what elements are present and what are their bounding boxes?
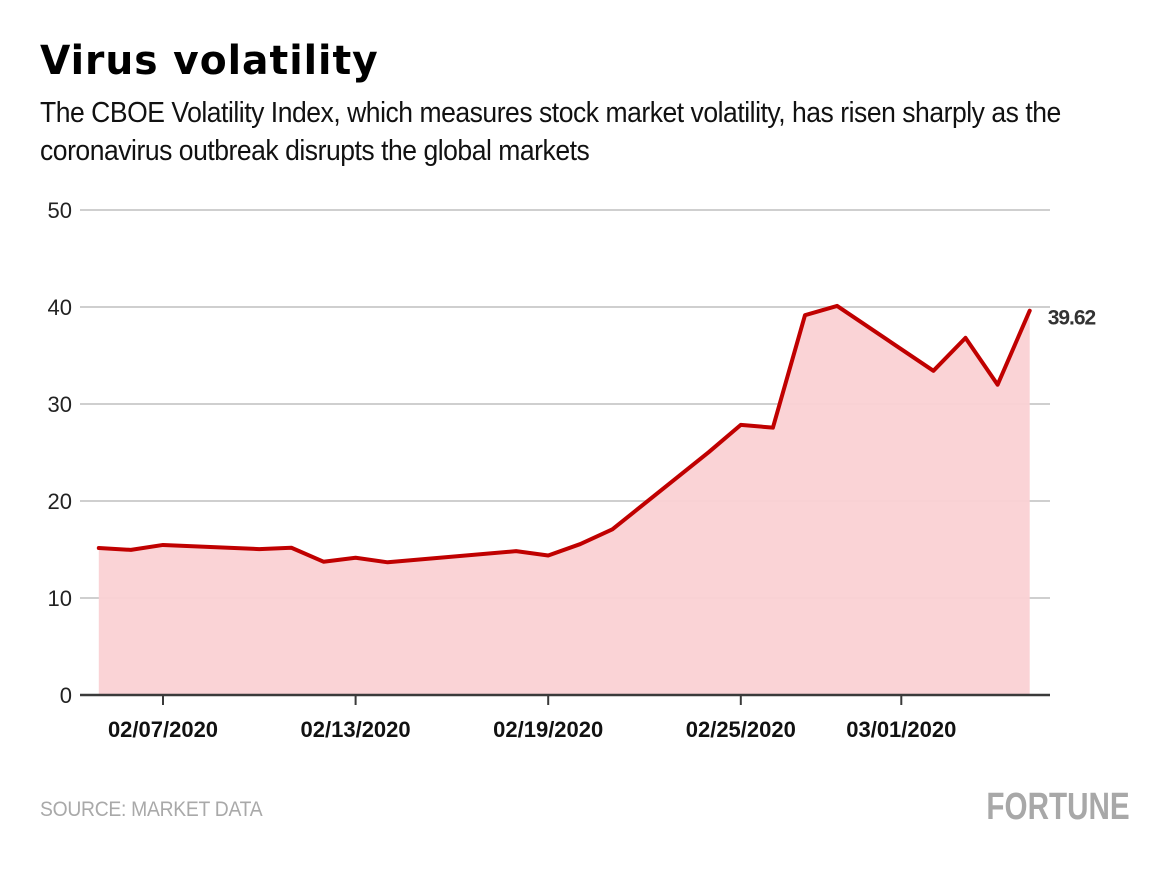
x-tick-label: 02/13/2020	[301, 717, 411, 742]
x-tick-label: 02/19/2020	[493, 717, 603, 742]
data-point	[578, 542, 582, 546]
data-point	[771, 426, 775, 430]
x-tick-label: 02/25/2020	[686, 717, 796, 742]
series-line	[96, 303, 1032, 565]
data-point	[289, 546, 293, 550]
data-point	[610, 527, 614, 531]
y-tick-label: 30	[48, 392, 72, 417]
y-tick-label: 40	[48, 295, 72, 320]
data-point	[322, 560, 326, 564]
x-tick-label: 02/07/2020	[108, 717, 218, 742]
data-point	[739, 423, 743, 427]
data-point	[129, 548, 133, 552]
data-point	[996, 383, 1000, 387]
data-point	[1028, 309, 1032, 313]
data-point	[707, 450, 711, 454]
data-point	[257, 547, 261, 551]
chart-subtitle: The CBOE Volatility Index, which measure…	[40, 97, 1061, 167]
y-tick-label: 50	[48, 198, 72, 223]
data-point	[514, 549, 518, 553]
data-point	[931, 369, 935, 373]
y-tick-labels: 0 10 20 30 40 50	[48, 198, 72, 708]
x-tick-label: 03/01/2020	[846, 717, 956, 742]
chart-title: Virus volatility	[40, 38, 379, 84]
data-point	[803, 313, 807, 317]
data-point	[161, 543, 165, 547]
data-point	[354, 556, 358, 560]
data-point	[386, 560, 390, 564]
data-point	[97, 546, 101, 550]
y-tick-label: 20	[48, 489, 72, 514]
area-fill	[98, 305, 1030, 695]
brand-logo: FORTUNE	[986, 786, 1130, 828]
data-point	[835, 304, 839, 308]
source-note: SOURCE: MARKET DATA	[40, 798, 263, 821]
data-point	[546, 554, 550, 558]
y-tick-label: 10	[48, 586, 72, 611]
x-tick-labels: 02/07/2020 02/13/2020 02/19/2020 02/25/2020…	[108, 717, 956, 742]
y-tick-label: 0	[60, 683, 72, 708]
x-ticks	[162, 695, 903, 705]
end-value-label: 39.62	[1048, 307, 1096, 330]
data-point	[964, 336, 968, 340]
